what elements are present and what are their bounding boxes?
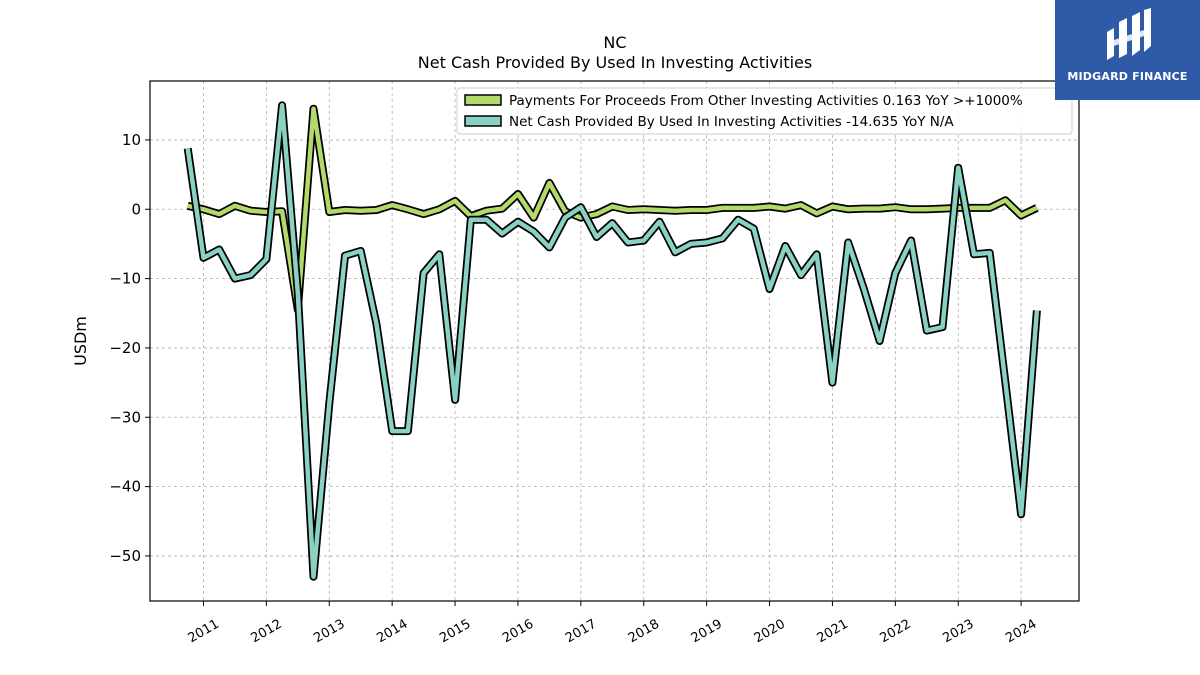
midgard-logo-icon: [1107, 8, 1151, 60]
x-tick-label: 2015: [437, 617, 473, 647]
x-tick-label: 2023: [940, 617, 976, 647]
legend-swatch-net-cash: [464, 115, 502, 127]
y-tick-label: −50: [109, 547, 141, 565]
x-tick-label: 2016: [500, 617, 536, 647]
legend-label-net-cash: Net Cash Provided By Used In Investing A…: [509, 114, 954, 130]
legend-label-payments: Payments For Proceeds From Other Investi…: [509, 93, 1023, 109]
legend-swatch-payments: [464, 94, 502, 106]
y-tick-label: −30: [109, 408, 141, 426]
gridlines: [150, 81, 1079, 601]
x-tick-label: 2022: [878, 617, 914, 647]
x-tick-label: 2012: [249, 617, 285, 647]
y-tick-label: 0: [131, 200, 141, 218]
series-outline-net-cash: [183, 101, 1041, 581]
x-tick-label: 2014: [374, 617, 410, 647]
x-axis-ticks: 2011 2012 2013 2014 2015 2016 2017 2018 2019 2020…: [186, 601, 1039, 647]
y-axis-ticks: 10 0 −10 −20 −30 −40 −50: [109, 131, 150, 565]
chart-title: NC: [603, 33, 626, 52]
x-tick-label: 2017: [563, 617, 599, 647]
brand-name: MIDGARD FINANCE: [1067, 70, 1188, 83]
series-line-payments: [187, 106, 1038, 313]
x-tick-label: 2011: [186, 617, 222, 647]
y-tick-label: 10: [122, 131, 141, 149]
x-tick-label: 2024: [1003, 617, 1039, 647]
y-axis-label: USDm: [71, 316, 90, 366]
plot-series: [183, 101, 1041, 581]
x-tick-label: 2020: [752, 617, 788, 647]
series-line-net-cash: [185, 103, 1040, 579]
legend-box: [456, 87, 1073, 135]
brand-logo: MIDGARD FINANCE: [1055, 0, 1200, 100]
x-tick-label: 2018: [626, 617, 662, 647]
y-tick-label: −20: [109, 339, 141, 357]
plot-frame: [149, 80, 1080, 602]
x-tick-label: 2019: [689, 617, 725, 647]
y-tick-label: −10: [109, 270, 141, 288]
x-tick-label: 2013: [311, 617, 347, 647]
x-tick-label: 2021: [815, 617, 851, 647]
legend: Payments For Proceeds From Other Investi…: [456, 87, 1073, 135]
chart-title-group: NC Net Cash Provided By Used In Investin…: [418, 33, 812, 72]
y-tick-label: −40: [109, 478, 141, 496]
chart-subtitle: Net Cash Provided By Used In Investing A…: [418, 53, 812, 72]
